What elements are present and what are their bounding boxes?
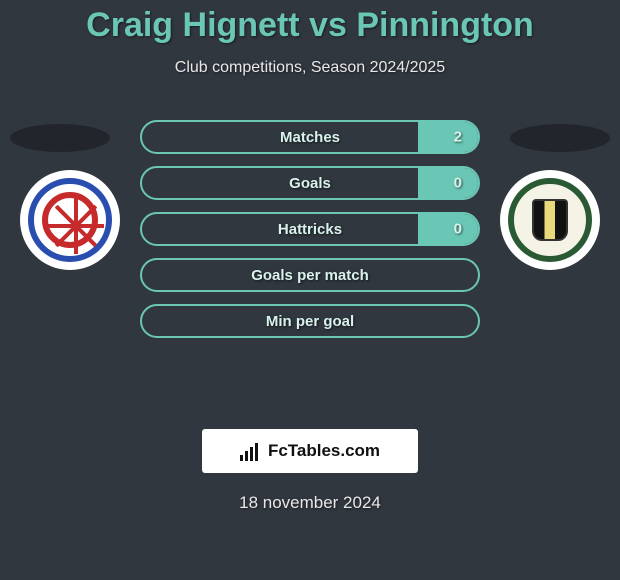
brand-logo: FcTables.com [202, 429, 418, 473]
stat-value-right: 2 [454, 129, 462, 146]
crest-shield-icon [532, 199, 568, 241]
stat-value-right: 0 [454, 221, 462, 238]
stat-label: Goals per match [251, 267, 369, 284]
chart-icon [240, 441, 262, 461]
stat-row-mpg: Min per goal [140, 304, 480, 338]
stat-row-gpm: Goals per match [140, 258, 480, 292]
team-crest-right [500, 170, 600, 270]
subtitle: Club competitions, Season 2024/2025 [0, 59, 620, 77]
stat-label: Goals [289, 175, 331, 192]
stat-row-hattricks: Hattricks 0 [140, 212, 480, 246]
stat-rows: Matches 2 Goals 0 Hattricks 0 Goals per … [140, 120, 480, 350]
page-title: Craig Hignett vs Pinnington [0, 0, 620, 45]
stat-right-cap [418, 168, 478, 198]
stat-right-cap [418, 214, 478, 244]
stat-row-matches: Matches 2 [140, 120, 480, 154]
crest-wheel-icon [42, 192, 98, 248]
stat-label: Min per goal [266, 313, 354, 330]
player-shadow-right [510, 124, 610, 152]
player-shadow-left [10, 124, 110, 152]
date-text: 18 november 2024 [0, 493, 620, 513]
team-crest-left [20, 170, 120, 270]
brand-text: FcTables.com [268, 441, 380, 461]
stat-right-cap [418, 122, 478, 152]
stat-row-goals: Goals 0 [140, 166, 480, 200]
stat-label: Matches [280, 129, 340, 146]
crest-left-ring [28, 178, 112, 262]
stat-value-right: 0 [454, 175, 462, 192]
crest-right-ring [508, 178, 592, 262]
stat-label: Hattricks [278, 221, 342, 238]
